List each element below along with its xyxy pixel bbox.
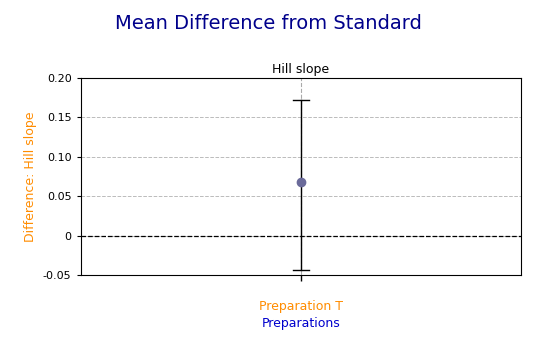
Title: Hill slope: Hill slope: [272, 64, 329, 77]
Text: Mean Difference from Standard: Mean Difference from Standard: [115, 14, 422, 33]
Y-axis label: Difference: Hill slope: Difference: Hill slope: [24, 111, 38, 242]
Text: Preparation T: Preparation T: [259, 300, 343, 313]
Text: Preparations: Preparations: [262, 317, 340, 330]
